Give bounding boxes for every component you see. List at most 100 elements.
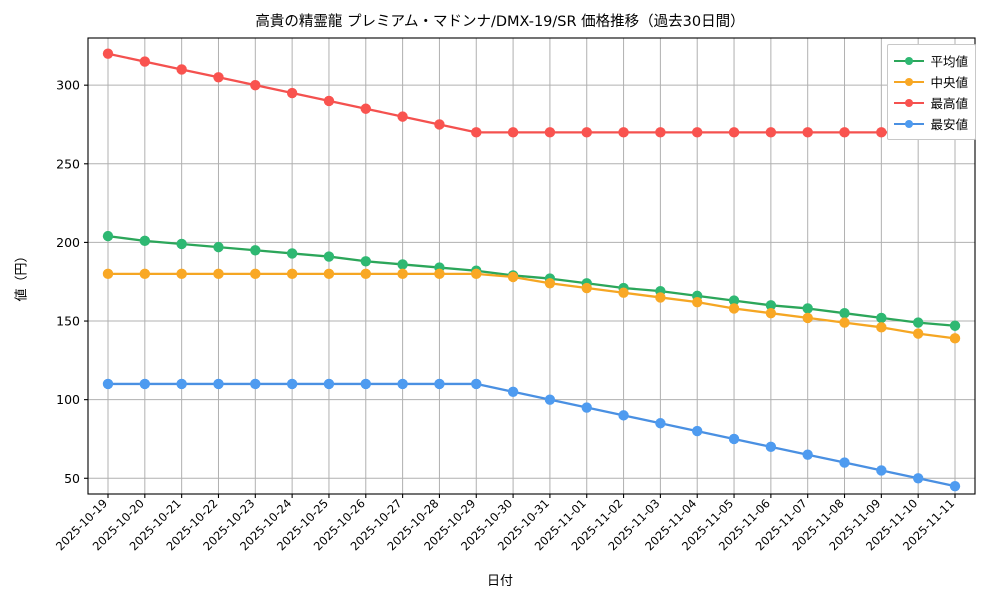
legend-label: 平均値 (930, 54, 968, 69)
series-point (839, 127, 850, 138)
series-point (250, 79, 261, 91)
series-point (507, 271, 519, 283)
series-point (581, 127, 592, 138)
series-point (360, 378, 371, 390)
series-point (323, 251, 335, 262)
y-tick-label: 100 (56, 392, 80, 407)
series-line (106, 234, 957, 327)
data-series (102, 378, 961, 492)
series-point (692, 296, 703, 308)
series-point (102, 268, 114, 280)
legend-label: 最高値 (930, 96, 968, 111)
series-point (213, 241, 224, 253)
series-point (250, 378, 261, 390)
series-point (802, 303, 813, 314)
series-point (949, 480, 961, 492)
series-point (912, 473, 924, 484)
data-series (102, 48, 961, 138)
series-point (397, 259, 408, 270)
legend-swatch-icon (894, 118, 925, 130)
series-point (213, 268, 224, 280)
y-tick-label: 300 (56, 78, 80, 93)
chart-legend: 平均値中央値最高値最安値 (887, 44, 976, 140)
series-line (106, 272, 957, 340)
series-point (250, 268, 261, 280)
series-point (544, 394, 556, 405)
y-axis-ticks: 50 100 150 200 250 300 (56, 78, 88, 486)
series-point (176, 378, 187, 390)
series-point (765, 127, 777, 138)
legend-swatch-icon (894, 55, 925, 67)
series-point (618, 410, 629, 421)
legend-item[interactable]: 中央値 (894, 71, 968, 92)
series-point (213, 378, 224, 390)
grid-lines (88, 38, 975, 494)
series-point (949, 320, 961, 331)
x-axis-ticks: 2025-10-192025-10-202025-10-212025-10-22… (53, 494, 957, 553)
series-point (139, 268, 151, 280)
series-point (655, 292, 666, 303)
series-point (360, 103, 371, 114)
series-point (581, 282, 592, 294)
series-point (323, 378, 335, 390)
series-point (839, 317, 850, 328)
series-line (106, 52, 957, 134)
series-point (728, 127, 740, 138)
series-point (139, 235, 151, 247)
series-point (765, 307, 777, 319)
series-point (213, 72, 224, 83)
series-point (102, 48, 114, 59)
series-point (434, 268, 445, 280)
legend-label: 最安値 (930, 117, 968, 132)
legend-item[interactable]: 平均値 (894, 50, 968, 71)
series-point (471, 268, 482, 280)
axes-frame (87, 37, 976, 495)
series-point (618, 127, 629, 138)
series-point (876, 465, 887, 476)
series-point (471, 127, 482, 138)
legend-item[interactable]: 最高値 (894, 92, 968, 113)
series-point (507, 127, 519, 138)
legend-item[interactable]: 最安値 (894, 113, 968, 134)
legend-swatch-icon (894, 97, 925, 109)
y-tick-label: 50 (64, 471, 80, 486)
series-point (876, 322, 887, 333)
series-point (949, 333, 961, 344)
y-tick-label: 150 (56, 314, 80, 329)
series-point (286, 87, 298, 99)
series-point (692, 127, 703, 138)
series-point (397, 268, 408, 280)
series-point (839, 307, 850, 319)
series-point (176, 238, 187, 250)
series-point (802, 449, 813, 460)
series-point (434, 119, 445, 130)
legend-label: 中央値 (930, 75, 968, 90)
series-point (544, 127, 556, 138)
series-point (250, 245, 261, 256)
series-point (397, 111, 408, 122)
series-point (360, 256, 371, 267)
series-point (802, 127, 813, 138)
chart-title: 高貴の精霊龍 プレミアム・マドンナ/DMX-19/SR 価格推移（過去30日間） (255, 14, 745, 30)
data-series (102, 230, 961, 331)
series-point (655, 418, 666, 429)
series-point (360, 268, 371, 280)
series-point (176, 268, 187, 280)
series-point (544, 278, 556, 289)
series-point (286, 248, 298, 259)
series-point (618, 287, 629, 298)
series-point (471, 378, 482, 390)
series-point (876, 312, 887, 324)
series-point (728, 303, 740, 314)
series-point (912, 317, 924, 328)
x-axis-label: 日付 (486, 574, 513, 589)
y-tick-label: 200 (56, 235, 80, 250)
series-line (106, 382, 957, 488)
series-point (139, 378, 151, 390)
series-point (876, 127, 887, 138)
series-point (102, 230, 114, 242)
y-tick-label: 250 (56, 156, 80, 171)
series-point (802, 312, 813, 324)
